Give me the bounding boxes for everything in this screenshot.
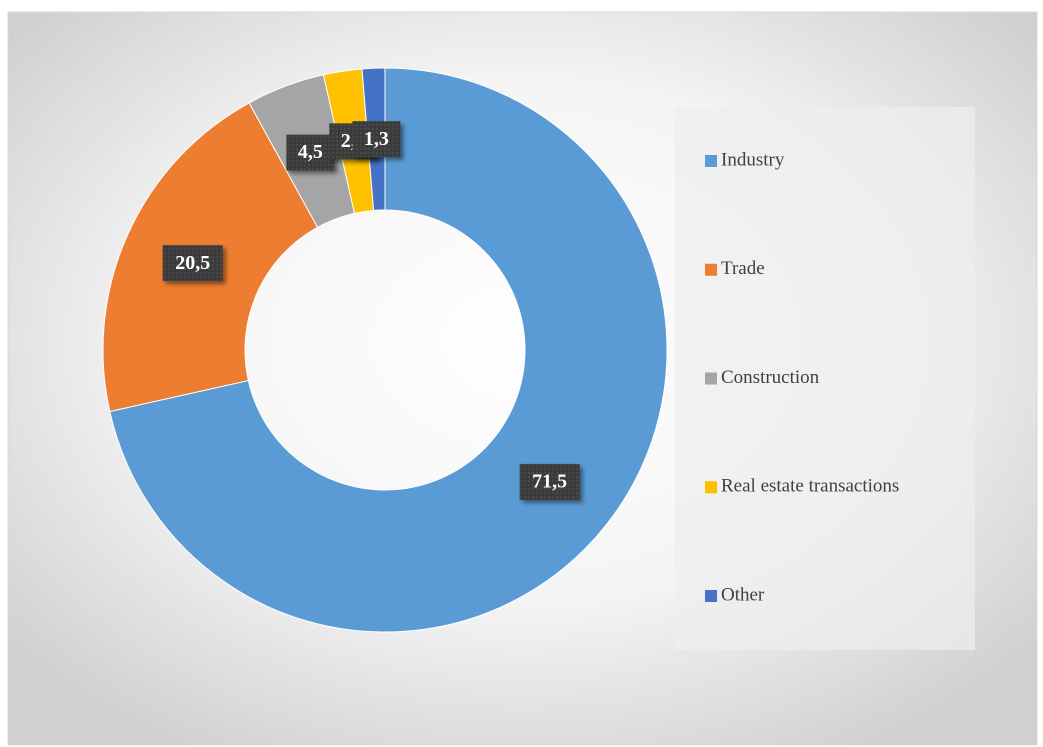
data-label: 1,3 bbox=[364, 128, 389, 150]
legend-label: Industry bbox=[721, 149, 785, 170]
data-labels: 71,520,54,52,21,3 bbox=[162, 121, 580, 500]
data-label: 4,5 bbox=[298, 141, 323, 163]
data-label-box bbox=[352, 121, 401, 158]
legend-box bbox=[675, 107, 975, 650]
data-label-box bbox=[162, 245, 223, 282]
legend-label: Other bbox=[721, 584, 765, 605]
legend-swatch bbox=[705, 263, 717, 276]
legend-swatch bbox=[705, 372, 717, 385]
legend-swatch bbox=[705, 155, 717, 167]
legend-swatch bbox=[705, 481, 717, 494]
data-label: 71,5 bbox=[532, 471, 567, 493]
legend-label: Real estate transactions bbox=[721, 476, 899, 497]
data-label: 20,5 bbox=[175, 252, 210, 274]
data-label-box bbox=[286, 134, 335, 171]
data-label-box bbox=[519, 463, 580, 500]
legend-label: Construction bbox=[721, 367, 820, 388]
legend-swatch bbox=[705, 590, 717, 602]
legend-label: Trade bbox=[721, 258, 765, 279]
legend: Industry Trade Construction Real estate tra… bbox=[705, 149, 899, 605]
